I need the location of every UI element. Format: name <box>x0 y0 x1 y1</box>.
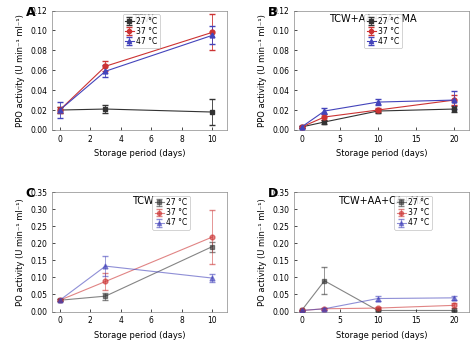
Text: B: B <box>268 6 277 19</box>
Legend: 27 °C, 37 °C, 47 °C: 27 °C, 37 °C, 47 °C <box>152 196 190 230</box>
Text: TCW+AA+CA+MA: TCW+AA+CA+MA <box>329 14 417 24</box>
Text: C: C <box>26 187 35 200</box>
Text: A: A <box>26 6 36 19</box>
Legend: 27 °C, 37 °C, 47 °C: 27 °C, 37 °C, 47 °C <box>365 14 401 48</box>
X-axis label: Storage period (days): Storage period (days) <box>94 331 185 340</box>
Y-axis label: PPO activity (U min⁻¹ ml⁻¹): PPO activity (U min⁻¹ ml⁻¹) <box>257 14 266 127</box>
Legend: 27 °C, 37 °C, 47 °C: 27 °C, 37 °C, 47 °C <box>123 14 160 48</box>
X-axis label: Storage period (days): Storage period (days) <box>94 149 185 158</box>
Legend: 27 °C, 37 °C, 47 °C: 27 °C, 37 °C, 47 °C <box>394 196 431 230</box>
Y-axis label: PO activity (U min⁻¹ ml⁻¹): PO activity (U min⁻¹ ml⁻¹) <box>16 198 25 306</box>
Y-axis label: PO activity (U min⁻¹ ml⁻¹): PO activity (U min⁻¹ ml⁻¹) <box>257 198 266 306</box>
X-axis label: Storage period (days): Storage period (days) <box>336 149 428 158</box>
Text: TCW: TCW <box>132 196 154 206</box>
Text: TCW+AA+CA+MA: TCW+AA+CA+MA <box>338 196 426 206</box>
Text: TCW: TCW <box>132 14 154 24</box>
Y-axis label: PPO activity (U min⁻¹ ml⁻¹): PPO activity (U min⁻¹ ml⁻¹) <box>16 14 25 127</box>
Text: D: D <box>268 187 278 200</box>
X-axis label: Storage period (days): Storage period (days) <box>336 331 428 340</box>
